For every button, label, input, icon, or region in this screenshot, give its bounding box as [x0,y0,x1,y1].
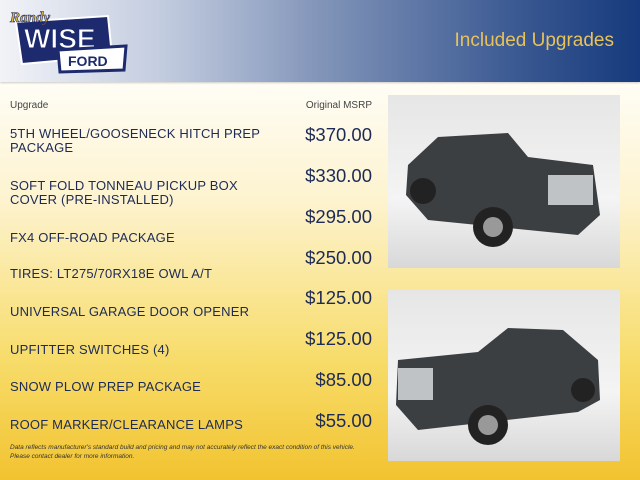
svg-text:Randy: Randy [9,10,50,26]
dealer-logo: WISE FORD Randy [9,10,128,74]
svg-text:WISE: WISE [24,23,96,54]
vehicle-photo-front [388,95,620,268]
upgrade-name: UNIVERSAL GARAGE DOOR OPENER [10,304,250,319]
upgrade-name: UPFITTER SWITCHES (4) [10,342,170,357]
upgrade-price: $125.00 [305,287,372,308]
upgrade-price: $55.00 [315,410,372,431]
upgrade-price: $330.00 [305,165,372,186]
header: WISE FORD Randy Included Upgrades [0,0,640,82]
upgrade-name: 5TH WHEEL/GOOSENECK HITCH PREP PACKAGE [10,126,260,155]
vehicle-photo-rear [388,290,620,461]
upgrade-name: FX4 OFF-ROAD PACKAGE [10,230,175,245]
column-header-upgrade: Upgrade [10,100,49,111]
svg-text:FORD: FORD [68,53,108,69]
page-title: Included Upgrades [454,30,615,51]
upgrade-price: $125.00 [305,328,372,349]
disclaimer: Data reflects manufacturer's standard bu… [10,444,355,460]
upgrade-price: $250.00 [305,247,372,268]
upgrade-name: SOFT FOLD TONNEAU PICKUP BOX COVER (PRE-… [10,178,238,207]
upgrade-name: ROOF MARKER/CLEARANCE LAMPS [10,417,243,432]
upgrade-name: SNOW PLOW PREP PACKAGE [10,379,202,394]
upgrade-price: $85.00 [315,369,372,390]
upgrade-name: TIRES: LT275/70RX18E OWL A/T [10,266,213,281]
column-header-msrp: Original MSRP [305,100,372,111]
upgrade-price: $370.00 [305,124,372,145]
upgrade-price: $295.00 [305,206,372,227]
